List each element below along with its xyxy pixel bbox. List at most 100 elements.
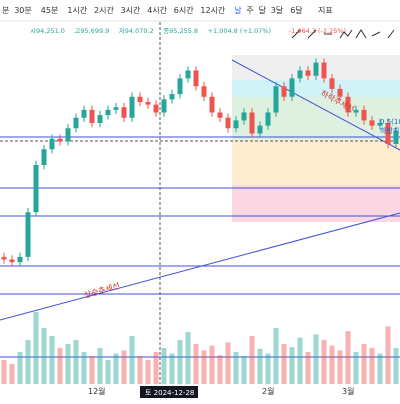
drawing-tools[interactable] <box>291 29 395 39</box>
candle-body <box>105 109 111 116</box>
legend-open: 시94,251.0 <box>30 27 65 35</box>
candle-body <box>65 128 71 142</box>
candle-body <box>137 96 143 102</box>
volume-bar <box>17 352 23 384</box>
volume-bar <box>137 356 143 384</box>
interval-button[interactable]: 3달 <box>271 6 284 15</box>
candle-body <box>25 212 31 257</box>
candle-body <box>241 112 247 121</box>
crosshair-badge <box>140 386 198 398</box>
volume-bar <box>377 353 383 384</box>
volume-bar <box>193 344 199 384</box>
candle-body <box>17 256 23 263</box>
candle-body <box>385 123 391 144</box>
candle-body <box>361 109 367 121</box>
volume-bar <box>297 337 303 384</box>
toolbar: 분 30분 45분 1시간 2시간 3시간 4시간 6시간 12시간 날 주 달 3달 6달 <box>2 5 303 15</box>
candle-body <box>1 256 7 260</box>
legend-close: 종95,255.8 <box>163 27 198 35</box>
indicator-button[interactable]: 지표 <box>318 6 333 15</box>
volume-bar <box>281 344 287 384</box>
volume-bar <box>361 344 367 384</box>
candle-body <box>201 86 207 97</box>
volume-bar <box>49 336 55 384</box>
legend: 시94,251.0 고95,699.9 저94,070.2 종95,255.8 +1,0… <box>30 26 346 35</box>
candle-body <box>265 112 271 126</box>
candle-body <box>73 117 79 129</box>
volume-bar <box>33 312 39 384</box>
volume-bar <box>305 352 311 384</box>
volume-bar <box>121 350 127 384</box>
volume-bar <box>57 348 63 384</box>
candle-body <box>57 138 63 142</box>
interval-button[interactable]: 30분 <box>14 6 32 15</box>
volume-bar <box>257 348 263 384</box>
volume-bar <box>201 350 207 384</box>
candle-body <box>145 102 151 105</box>
candle-body <box>33 165 39 213</box>
volume-bar <box>41 328 47 384</box>
volume-bar <box>153 352 159 384</box>
candle-body <box>329 78 335 89</box>
candle-body <box>249 112 255 134</box>
fib-zones <box>232 55 400 222</box>
volume-bar <box>105 360 111 384</box>
volume-bar <box>25 340 31 384</box>
candle-body <box>161 99 167 113</box>
x-label: 2월 <box>262 386 274 396</box>
volume-bar <box>321 340 327 384</box>
interval-button[interactable]: 날 <box>234 5 242 15</box>
volume-bar <box>145 360 151 384</box>
interval-button[interactable]: 6시간 <box>174 5 194 15</box>
interval-button[interactable]: 45분 <box>41 6 59 15</box>
volume-bar <box>113 353 119 384</box>
volume-bar <box>265 353 271 384</box>
interval-button[interactable]: 2시간 <box>94 5 114 15</box>
x-axis <box>0 384 400 400</box>
candle-body <box>345 96 351 113</box>
volume-bar <box>249 336 255 384</box>
candle-body <box>305 70 311 76</box>
candle-body <box>313 62 319 76</box>
candle-body <box>377 123 383 126</box>
candle-body <box>81 109 87 118</box>
candle-body <box>113 107 119 110</box>
interval-button[interactable]: 주 <box>246 6 253 15</box>
candle-body <box>393 130 399 144</box>
candle-body <box>209 96 215 113</box>
interval-button[interactable]: 분 <box>2 6 9 15</box>
candle-body <box>369 120 375 126</box>
crosshair-date: 토 2024-12-28 <box>145 389 194 397</box>
volume-bar <box>81 352 87 384</box>
candle-body <box>169 94 175 100</box>
interval-button[interactable]: 12시간 <box>200 5 226 15</box>
interval-button[interactable]: 1시간 <box>67 5 87 15</box>
volume-bar <box>289 347 295 384</box>
volume-bar <box>177 340 183 384</box>
candle-body <box>153 104 159 113</box>
candle-body <box>9 259 15 263</box>
interval-button[interactable]: 달 <box>259 6 267 15</box>
candle-body <box>273 86 279 113</box>
volume-bar <box>273 328 279 384</box>
candle-body <box>353 109 359 113</box>
candle-body <box>177 78 183 95</box>
volume-bar <box>393 348 399 384</box>
legend-high: 고95,699.9 <box>74 27 109 35</box>
volume-bar <box>161 348 167 384</box>
volume-bar <box>169 353 175 384</box>
candle-body <box>225 117 231 129</box>
x-label: 3월 <box>342 386 354 396</box>
interval-button[interactable]: 6달 <box>290 6 303 15</box>
candle-body <box>257 125 263 134</box>
candle-body <box>121 107 127 118</box>
interval-button[interactable]: 3시간 <box>121 5 141 15</box>
volume-bar <box>345 331 351 384</box>
interval-button[interactable]: 4시간 <box>147 5 167 15</box>
candle-body <box>217 112 223 118</box>
candle-body <box>337 88 343 97</box>
candle-body <box>289 78 295 97</box>
candle-body <box>49 138 55 150</box>
volume-bar <box>385 326 391 384</box>
